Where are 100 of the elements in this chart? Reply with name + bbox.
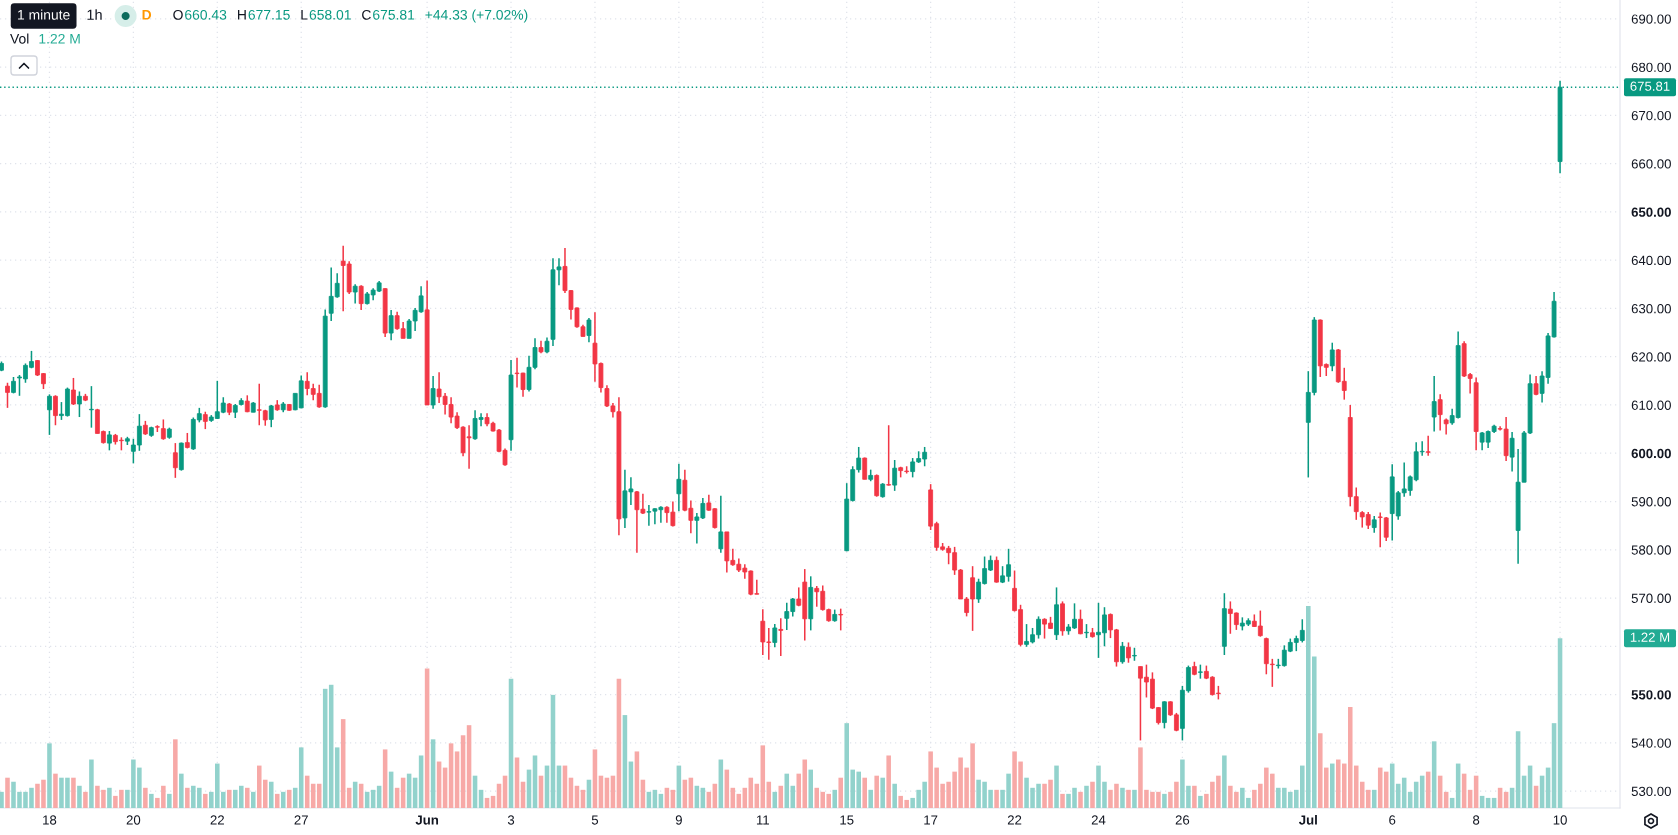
- bar: [185, 787, 190, 808]
- bar: [1090, 781, 1095, 808]
- bar: [250, 791, 256, 808]
- annotation: +44.33 (+7.02%): [425, 9, 528, 23]
- candlestick: [172, 442, 178, 479]
- candlestick: [388, 309, 394, 342]
- bar: [244, 787, 250, 808]
- y-tick-label: 600.00: [1631, 448, 1671, 459]
- bar: [167, 793, 172, 808]
- candlestick: [772, 623, 778, 649]
- y-tick-label: 620.00: [1631, 352, 1671, 362]
- bar: [832, 789, 837, 808]
- bar: [280, 791, 286, 808]
- x-tick-label: 5: [591, 815, 599, 825]
- x-tick-label: 20: [126, 815, 141, 825]
- candlestick: [5, 381, 10, 409]
- candlestick: [1120, 641, 1125, 665]
- y-tick-label: 690.00: [1631, 14, 1671, 24]
- bar: [1054, 765, 1059, 808]
- candlestick: [1509, 431, 1515, 473]
- y-tick-label: 630.00: [1631, 304, 1671, 314]
- bar: [1126, 789, 1131, 808]
- candlestick: [1431, 375, 1437, 433]
- candlestick: [1126, 641, 1131, 664]
- bar: [83, 791, 88, 808]
- bar: [1198, 795, 1203, 808]
- bar: [203, 793, 208, 808]
- candlestick: [1437, 393, 1443, 432]
- bar: [227, 789, 232, 808]
- y-tick-label: 570.00: [1631, 593, 1671, 603]
- x-tick-label: 9: [675, 815, 682, 825]
- x-tick-label: 10: [1553, 815, 1567, 825]
- annotation: H677.15: [238, 9, 290, 20]
- candlestick: [892, 459, 898, 492]
- y-tick-label: 660.00: [1631, 159, 1671, 169]
- bar: [1162, 793, 1167, 808]
- bar: [1222, 755, 1227, 808]
- x-tick-label: 15: [840, 815, 854, 825]
- x-tick-label: 8: [1473, 815, 1480, 825]
- bar: [778, 785, 784, 808]
- bar: [838, 777, 843, 808]
- bar: [1120, 787, 1125, 808]
- x-tick-label: 3: [507, 815, 515, 825]
- bar: [862, 777, 867, 808]
- y-tick-label: 680.00: [1631, 62, 1671, 72]
- bar: [1192, 785, 1197, 808]
- candlestick: [862, 456, 868, 481]
- candlestick: [994, 555, 999, 584]
- x-tick-label: 18: [43, 815, 57, 825]
- candlestick: [160, 418, 166, 441]
- bar: [1329, 763, 1335, 808]
- candlestick: [77, 390, 82, 418]
- candlestick: [430, 375, 436, 410]
- bar: [173, 739, 178, 808]
- bar: [1060, 793, 1065, 808]
- annotation: O660.43: [173, 9, 227, 20]
- y-tick-label: 550.00: [1631, 690, 1671, 700]
- bar: [808, 769, 814, 808]
- x-tick-label: 24: [1091, 815, 1106, 825]
- candlestick: [352, 283, 358, 305]
- bar: [89, 759, 94, 808]
- y-tick-label: 650.00: [1631, 207, 1671, 217]
- y-tick-label: 640.00: [1631, 255, 1671, 266]
- candlestick: [53, 394, 58, 427]
- bar: [286, 789, 292, 808]
- bar: [1371, 789, 1377, 808]
- candlestick: [838, 607, 844, 632]
- annotation: Vol: [10, 33, 29, 44]
- bar: [47, 743, 52, 808]
- bar: [1084, 785, 1089, 808]
- bar: [868, 789, 873, 808]
- x-tick-label: Jun: [415, 815, 439, 825]
- bar: [1132, 789, 1137, 808]
- candlestick: [1425, 435, 1431, 457]
- y-tick-label: 670.00: [1631, 110, 1671, 121]
- candlestick: [71, 377, 76, 406]
- text: 1.22 M: [1630, 632, 1670, 642]
- bar: [5, 777, 10, 808]
- x-tick-label: 11: [756, 815, 769, 825]
- bar: [179, 773, 184, 808]
- candlestick: [47, 393, 52, 436]
- x-tick-label: 22: [210, 815, 224, 825]
- x-tick-label: 22: [1007, 815, 1022, 825]
- candlestick: [718, 494, 724, 554]
- annotation: 1.22 M: [39, 33, 80, 44]
- annotation: C675.81: [362, 9, 415, 20]
- candlestick: [358, 284, 364, 311]
- candlestick: [778, 617, 784, 657]
- x-tick-label: 26: [1175, 815, 1190, 825]
- candlestick: [1443, 417, 1449, 436]
- bar: [874, 775, 879, 808]
- candlestick: [1078, 608, 1083, 636]
- bar: [149, 793, 154, 808]
- bar: [77, 785, 82, 808]
- bar: [880, 777, 885, 808]
- candlestick: [107, 430, 112, 452]
- bar: [274, 793, 280, 808]
- bar: [892, 783, 897, 808]
- x-tick-label: 27: [294, 815, 308, 825]
- y-tick-label: 540.00: [1631, 738, 1671, 748]
